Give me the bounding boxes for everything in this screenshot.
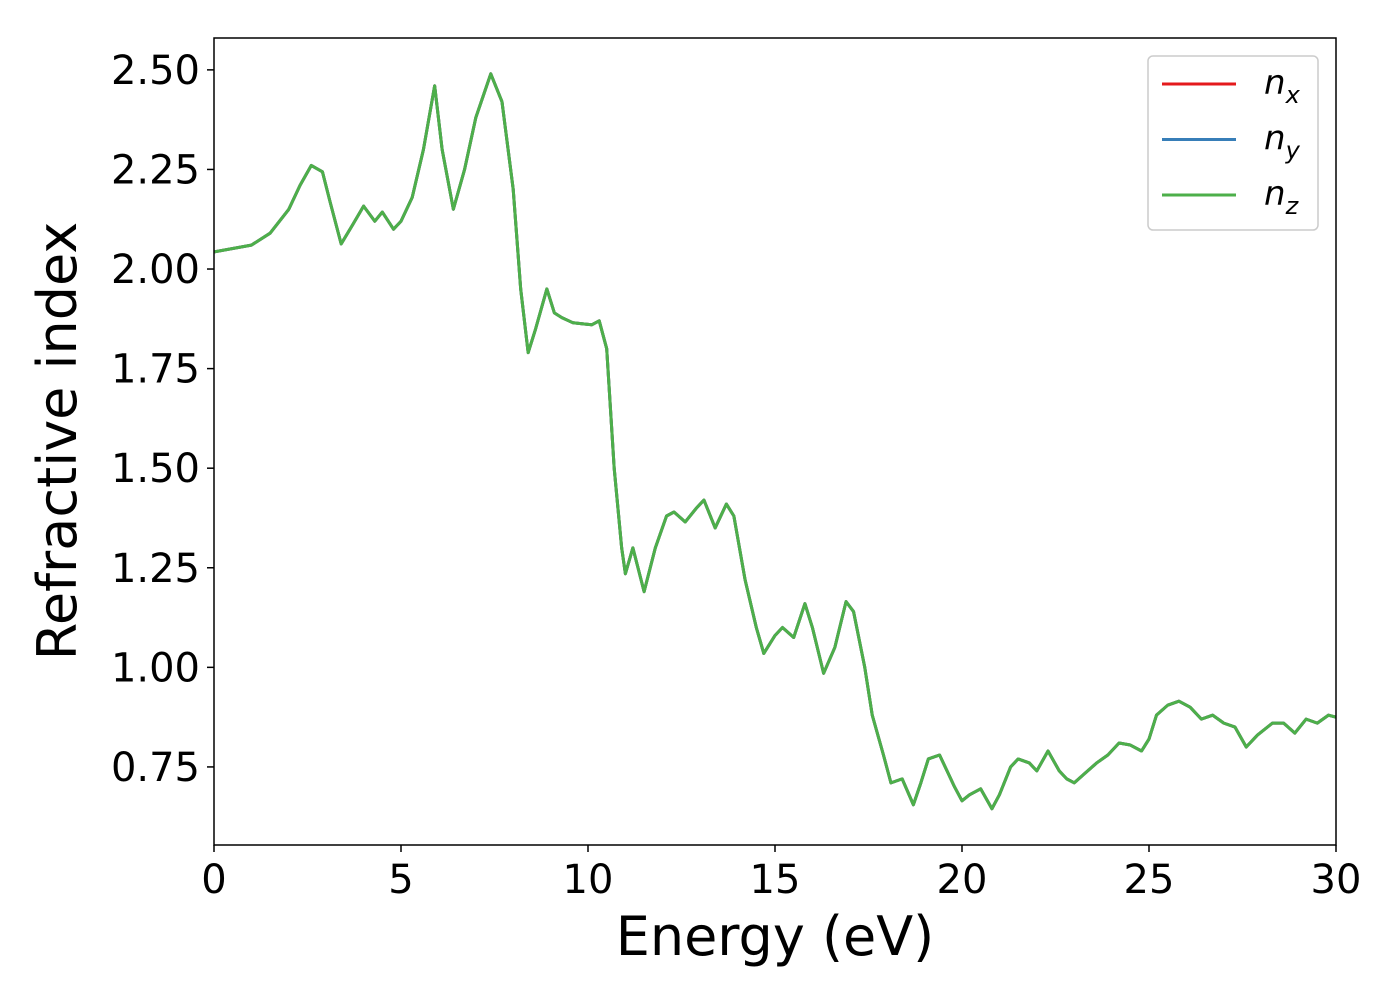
legend-label: ny — [1264, 119, 1301, 165]
y-axis-label: Refractive index — [26, 222, 89, 661]
legend-label: nx — [1264, 63, 1301, 109]
series-line — [214, 72, 1336, 811]
x-tick-label: 0 — [201, 857, 226, 903]
y-tick-label: 1.00 — [111, 645, 200, 691]
x-tick-label: 30 — [1311, 857, 1362, 903]
y-tick-label: 0.75 — [111, 745, 200, 791]
y-tick-label: 1.50 — [111, 446, 200, 492]
x-tick-label: 25 — [1124, 857, 1175, 903]
y-tick-label: 1.75 — [111, 347, 200, 393]
axes-frame — [213, 37, 1337, 846]
x-tick-label: 20 — [937, 857, 988, 903]
y-tick-label: 2.50 — [111, 48, 200, 94]
legend-label: nz — [1264, 174, 1300, 220]
x-tick-label: 10 — [563, 857, 614, 903]
x-tick-label: 5 — [388, 857, 413, 903]
x-tick-label: 15 — [750, 857, 801, 903]
y-tick-label: 2.25 — [111, 147, 200, 193]
y-tick-label: 2.00 — [111, 247, 200, 293]
y-tick-label: 1.25 — [111, 546, 200, 592]
x-axis-label: Energy (eV) — [616, 905, 935, 968]
plot-area — [214, 72, 1336, 811]
legend-frame — [1147, 55, 1319, 231]
